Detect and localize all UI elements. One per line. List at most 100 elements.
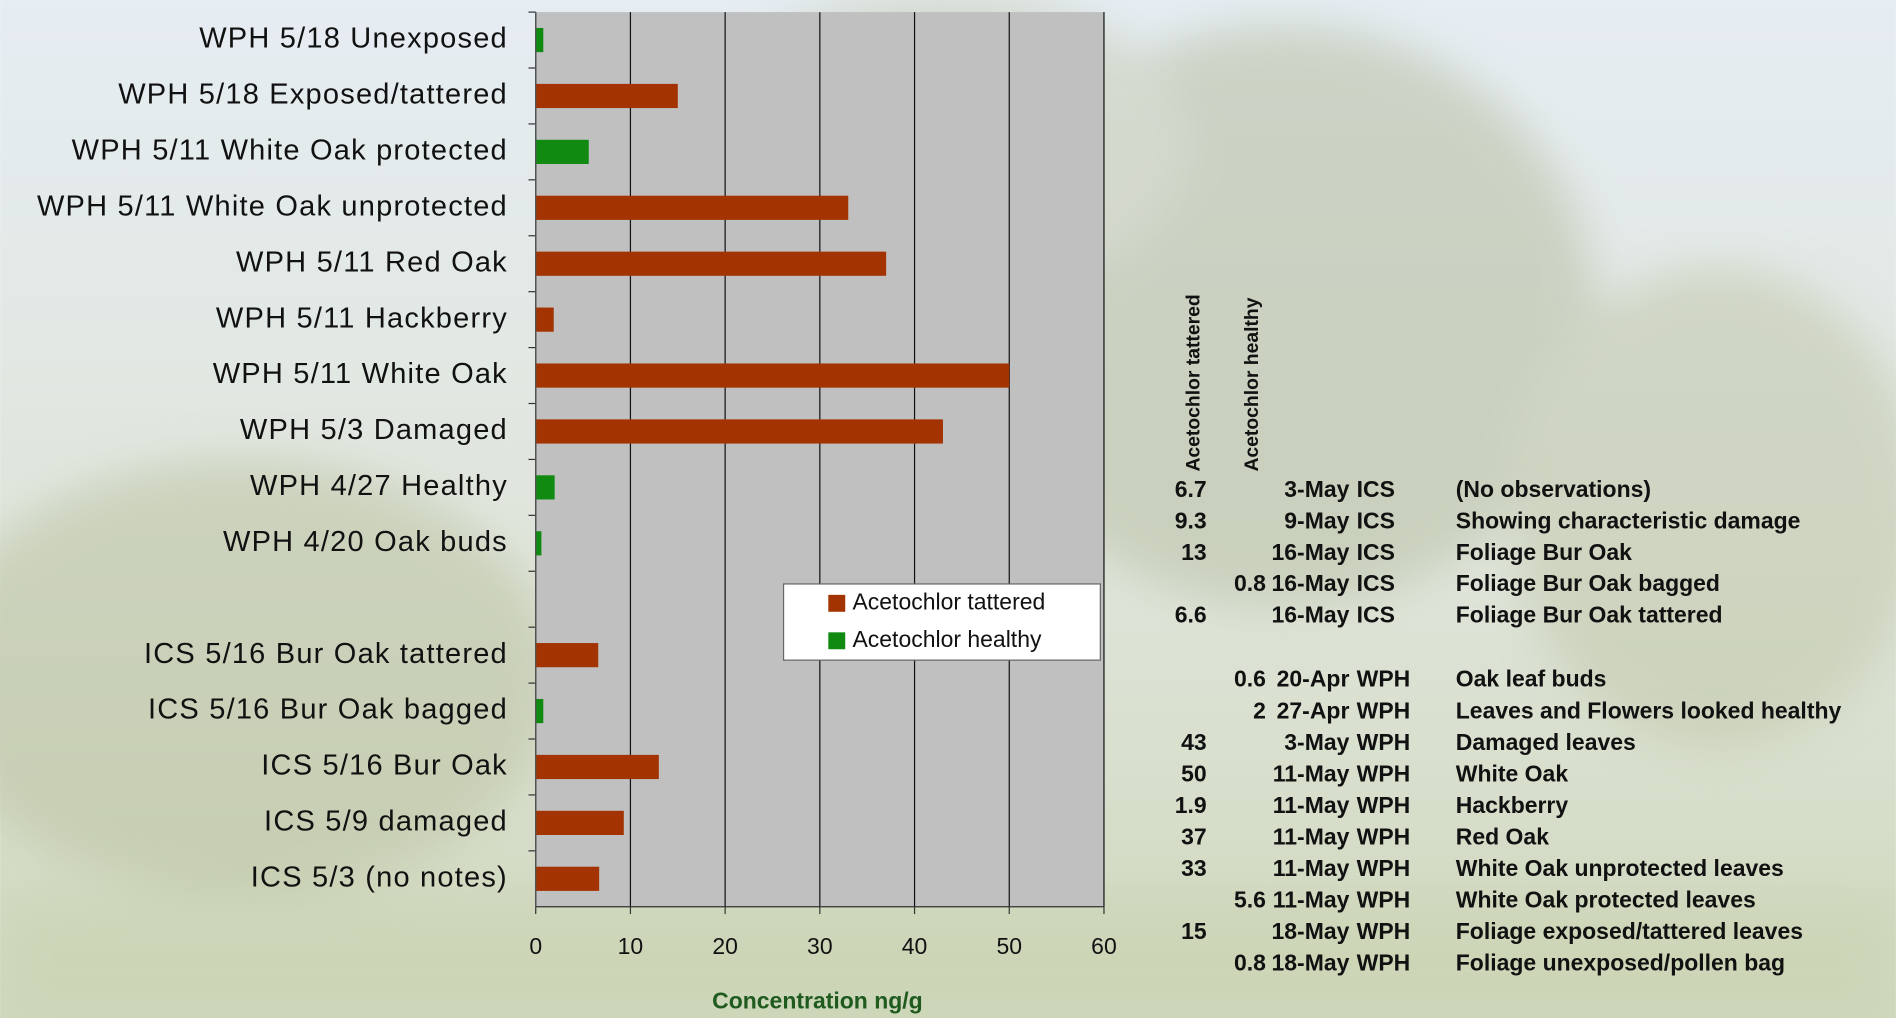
table-header: Acetochlor healthy: [1241, 297, 1263, 471]
table-cell: 18-May: [1272, 950, 1350, 976]
table-cell: 27-Apr: [1277, 697, 1350, 723]
table-cell: 6.6: [1175, 602, 1207, 628]
y-tick-label: ICS 5/16 Bur Oak: [261, 750, 508, 782]
bar: [535, 866, 600, 891]
bar: [535, 83, 678, 109]
bar: [535, 531, 542, 556]
table-cell: 11-May: [1273, 887, 1350, 913]
table-cell: 0.8: [1234, 950, 1266, 976]
table-cell: 33: [1181, 855, 1207, 881]
legend-swatch: [828, 632, 846, 650]
bar: [535, 139, 589, 164]
table-cell: ICS: [1357, 602, 1395, 628]
table-cell: WPH: [1357, 918, 1411, 944]
table-cell: WPH: [1357, 697, 1411, 723]
table-cell: 13: [1181, 539, 1207, 565]
table-cell: Foliage Bur Oak bagged: [1456, 570, 1720, 596]
table-cell: ICS: [1357, 570, 1395, 596]
y-tick-label: ICS 5/16 Bur Oak tattered: [144, 638, 508, 670]
bar: [535, 251, 887, 276]
table-cell: 0.8: [1234, 570, 1266, 596]
bar: [535, 754, 659, 780]
table-cell: 2: [1253, 697, 1266, 723]
table-cell: White Oak unprotected leaves: [1456, 855, 1784, 881]
x-tick-label: 50: [996, 933, 1022, 959]
bar: [535, 698, 544, 724]
table-cell: 16-May: [1272, 539, 1350, 565]
bar: [535, 643, 599, 668]
table-cell: 20-Apr: [1277, 666, 1350, 692]
table-cell: WPH: [1357, 792, 1411, 818]
table-cell: 0.6: [1234, 666, 1266, 692]
table-cell: WPH: [1357, 855, 1411, 881]
table-cell: 1.9: [1175, 792, 1207, 818]
y-tick-label: WPH 5/3 Damaged: [240, 414, 508, 446]
table-cell: WPH: [1357, 887, 1411, 913]
legend-label: Acetochlor tattered: [852, 588, 1045, 614]
y-tick-label: WPH 5/18 Exposed/tattered: [118, 79, 508, 111]
legend-swatch: [828, 594, 846, 612]
table-cell: Showing characteristic damage: [1456, 507, 1801, 533]
table-cell: 6.7: [1175, 476, 1207, 502]
table-cell: White Oak: [1456, 760, 1569, 786]
table-cell: WPH: [1357, 729, 1411, 755]
table-cell: 11-May: [1273, 792, 1350, 818]
y-tick-label: WPH 5/11 White Oak protected: [72, 135, 508, 167]
x-axis-label: Concentration ng/g: [712, 987, 923, 1013]
table-cell: 50: [1181, 760, 1207, 786]
table-cell: Foliage Bur Oak tattered: [1456, 602, 1723, 628]
table-cell: 11-May: [1273, 760, 1350, 786]
table-cell: Red Oak: [1456, 824, 1549, 850]
table-cell: Leaves and Flowers looked healthy: [1456, 697, 1842, 723]
table-header: Acetochlor tattered: [1183, 294, 1205, 471]
table-cell: 3-May: [1284, 729, 1349, 755]
table-cell: 37: [1181, 824, 1207, 850]
bar: [535, 419, 943, 444]
bar: [535, 810, 624, 835]
table-cell: Foliage exposed/tattered leaves: [1456, 918, 1803, 944]
bar: [535, 475, 555, 500]
table-cell: ICS: [1357, 476, 1395, 502]
x-tick-label: 60: [1091, 933, 1117, 959]
y-tick-label: WPH 4/27 Healthy: [250, 470, 508, 502]
table-cell: WPH: [1357, 950, 1411, 976]
table-cell: 16-May: [1272, 570, 1350, 596]
y-tick-label: WPH 5/18 Unexposed: [199, 23, 508, 55]
bars: [535, 27, 1010, 891]
x-tick-label: 20: [712, 933, 738, 959]
x-tick-label: 0: [529, 933, 542, 959]
y-tick-label: ICS 5/16 Bur Oak bagged: [148, 694, 508, 726]
table-cell: WPH: [1357, 666, 1411, 692]
table-cell: 43: [1181, 729, 1207, 755]
table-cell: White Oak protected leaves: [1456, 887, 1756, 913]
table-cell: WPH: [1357, 824, 1411, 850]
table-cell: ICS: [1357, 539, 1395, 565]
table-cell: Foliage Bur Oak: [1456, 539, 1632, 565]
table-cell: Hackberry: [1456, 792, 1569, 818]
y-tick-label: ICS 5/3 (no notes): [251, 861, 508, 893]
legend-label: Acetochlor healthy: [852, 626, 1041, 652]
y-tick-label: ICS 5/9 damaged: [264, 806, 508, 838]
y-tick-label: WPH 5/11 White Oak unprotected: [37, 190, 508, 222]
table-cell: 18-May: [1272, 918, 1350, 944]
table-cell: WPH: [1357, 760, 1411, 786]
y-tick-label: WPH 5/11 Red Oak: [236, 246, 508, 278]
table-cell: 11-May: [1273, 824, 1350, 850]
bar: [535, 195, 849, 220]
table-cell: 5.6: [1234, 887, 1266, 913]
x-tick-label: 30: [807, 933, 833, 959]
table-cell: 15: [1181, 918, 1207, 944]
y-tick-label: WPH 5/11 Hackberry: [216, 302, 508, 334]
table-cell: ICS: [1357, 507, 1395, 533]
table-cell: 9.3: [1175, 507, 1207, 533]
y-tick-label: WPH 5/11 White Oak: [213, 358, 508, 390]
x-tick-label: 40: [902, 933, 928, 959]
table-cell: 3-May: [1284, 476, 1349, 502]
table-cell: 9-May: [1284, 507, 1349, 533]
table-cell: 11-May: [1273, 855, 1350, 881]
table-cell: Oak leaf buds: [1456, 666, 1607, 692]
table-cell: Foliage unexposed/pollen bag: [1456, 950, 1785, 976]
bar: [535, 27, 544, 53]
